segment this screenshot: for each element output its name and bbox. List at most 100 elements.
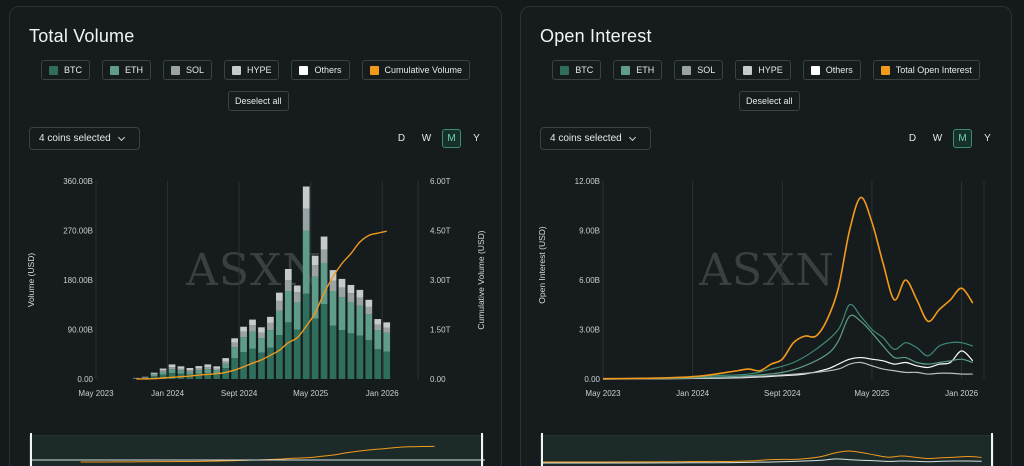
bar-segment-btc	[365, 339, 373, 379]
swatch-icon	[48, 65, 58, 75]
bar-segment-sol	[240, 331, 247, 338]
period-y-button[interactable]: Y	[984, 133, 991, 144]
bar-segment-hype	[213, 366, 221, 369]
bar-segment-hype	[338, 278, 346, 288]
legend-item-sol[interactable]: SOL	[674, 60, 724, 80]
deselect-all-button[interactable]: Deselect all	[228, 91, 289, 111]
swatch-icon	[743, 65, 753, 75]
series-line-sol	[602, 361, 973, 380]
x-tick-label: Jan 2024	[151, 389, 184, 398]
swatch-icon	[880, 65, 890, 75]
bar-segment-sol	[320, 249, 328, 263]
bar-segment-hype	[168, 364, 176, 368]
bar-segment-eth	[258, 338, 265, 353]
legend-label: Cumulative Volume	[384, 65, 463, 75]
legend-item-hype[interactable]: HYPE	[223, 60, 280, 80]
x-tick-label: Sept 2024	[221, 389, 258, 398]
x-tick-label: May 2025	[293, 389, 329, 398]
navigator-handle-left[interactable]	[541, 433, 543, 466]
bar-segment-hype	[383, 322, 391, 328]
period-d-button[interactable]: D	[908, 133, 917, 144]
bar-segment-sol	[311, 265, 319, 277]
panel-title: Total Volume	[29, 26, 135, 46]
bar-segment-btc	[356, 335, 364, 379]
bar-segment-hype	[356, 289, 364, 298]
y2-tick-label: 3.00T	[430, 276, 451, 285]
deselect-all-button[interactable]: Deselect all	[739, 91, 800, 111]
bar-segment-hype	[159, 368, 167, 371]
navigator-handle-left[interactable]	[30, 433, 32, 466]
legend-label: BTC	[575, 65, 594, 75]
bar-segment-btc	[329, 325, 337, 379]
open-interest-chart: ASXN 0.00 3.00B 6.00B 9.00B 12.00B May 2023 Jan…	[537, 177, 985, 398]
period-m-button[interactable]: M	[442, 129, 461, 148]
legend: BTC ETH SOL HYPE Others Total Open Inter…	[521, 60, 1011, 80]
bar-segment-sol	[365, 306, 373, 315]
legend-item-btc[interactable]: BTC	[40, 60, 90, 80]
swatch-icon	[109, 65, 119, 75]
bar-segment-eth	[222, 363, 230, 368]
coins-select-label: 4 coins selected	[550, 133, 622, 144]
legend-label: HYPE	[246, 65, 272, 75]
navigator-line-secondary	[540, 458, 982, 464]
legend-item-btc[interactable]: BTC	[552, 60, 602, 80]
legend-item-eth[interactable]: ETH	[613, 60, 663, 80]
x-tick-label: Jan 2024	[676, 389, 709, 398]
bar-segment-eth	[186, 371, 194, 375]
bar-segment-hype	[222, 358, 230, 362]
y-tick-label: 3.00B	[579, 326, 600, 335]
period-w-button[interactable]: W	[421, 133, 432, 144]
navigator-handle-right[interactable]	[991, 433, 993, 466]
navigator-line	[540, 450, 982, 463]
bar-segment-hype	[258, 327, 265, 333]
legend-item-cumulative-volume[interactable]: Cumulative Volume	[361, 60, 471, 80]
y-tick-label: 0.00	[584, 375, 600, 384]
range-navigator[interactable]	[29, 433, 485, 466]
bar-segment-eth	[383, 332, 391, 352]
period-m-button[interactable]: M	[953, 129, 972, 148]
period-d-button[interactable]: D	[397, 133, 406, 144]
y2-tick-label: 6.00T	[430, 177, 451, 186]
bar-segment-btc	[168, 372, 176, 379]
total-volume-panel: Total Volume BTC ETH SOL HYPE Others Cum…	[9, 6, 502, 466]
legend-label: Others	[825, 65, 853, 75]
y-axis-title: Volume (USD)	[26, 253, 36, 307]
bar-segment-sol	[231, 342, 238, 348]
x-tick-label: Jan 2026	[366, 389, 399, 398]
bar-segment-sol	[284, 280, 292, 291]
legend-item-others[interactable]: Others	[802, 60, 861, 80]
bar-segment-hype	[150, 372, 158, 374]
legend-item-others[interactable]: Others	[291, 60, 350, 80]
legend-item-total-open-interest[interactable]: Total Open Interest	[872, 60, 980, 80]
bar-segment-eth	[249, 331, 256, 349]
period-selector: D W M Y	[392, 129, 486, 148]
bar-segment-btc	[222, 368, 230, 379]
bar-segment-sol	[374, 324, 382, 331]
coins-select-dropdown[interactable]: 4 coins selected	[29, 127, 140, 150]
bar-segment-sol	[222, 361, 230, 364]
period-y-button[interactable]: Y	[473, 133, 480, 144]
bar-segment-eth	[231, 347, 238, 359]
coins-select-label: 4 coins selected	[39, 133, 111, 144]
legend-item-sol[interactable]: SOL	[162, 60, 212, 80]
bar-segment-hype	[365, 299, 373, 307]
swatch-icon	[369, 65, 379, 75]
bar-segment-eth	[159, 371, 167, 375]
bar-segment-eth	[320, 262, 328, 305]
bar-segment-eth	[204, 369, 212, 373]
legend-item-eth[interactable]: ETH	[101, 60, 151, 80]
bar-segment-btc	[258, 352, 265, 379]
y2-axis-title: Cumulative Volume (USD)	[476, 230, 486, 329]
coins-select-dropdown[interactable]: 4 coins selected	[540, 127, 651, 150]
navigator-handle-right[interactable]	[481, 433, 483, 466]
range-navigator[interactable]	[540, 433, 994, 466]
bar-segment-sol	[150, 373, 158, 375]
bar-segment-btc	[284, 322, 292, 379]
bar-segment-sol	[276, 300, 283, 311]
bar-segment-hype	[302, 186, 310, 209]
legend-item-hype[interactable]: HYPE	[735, 60, 791, 80]
period-w-button[interactable]: W	[932, 133, 943, 144]
bar-segment-btc	[374, 349, 382, 379]
panel-title: Open Interest	[540, 26, 652, 46]
bar-segment-sol	[186, 370, 194, 372]
